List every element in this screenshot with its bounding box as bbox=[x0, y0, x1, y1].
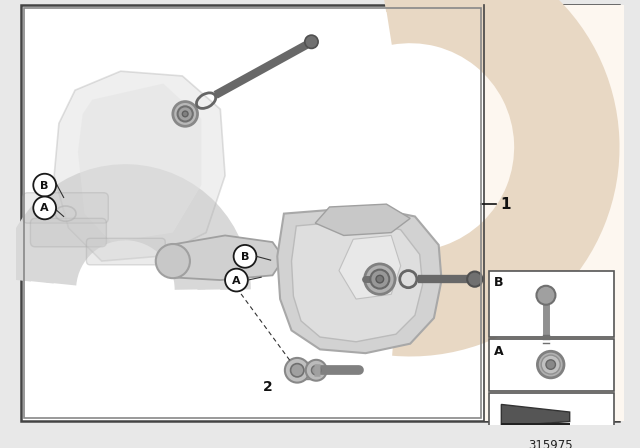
Bar bbox=[489, 393, 614, 433]
Text: B: B bbox=[493, 276, 503, 289]
Ellipse shape bbox=[55, 206, 76, 221]
Circle shape bbox=[312, 366, 321, 375]
Circle shape bbox=[225, 269, 248, 292]
Circle shape bbox=[541, 355, 560, 374]
Circle shape bbox=[376, 276, 383, 283]
Circle shape bbox=[305, 35, 318, 48]
FancyBboxPatch shape bbox=[23, 193, 108, 223]
Polygon shape bbox=[291, 220, 422, 342]
Bar bbox=[489, 339, 614, 391]
Text: B: B bbox=[40, 181, 49, 190]
Text: 315975: 315975 bbox=[529, 439, 573, 448]
Bar bbox=[295, 362, 319, 379]
Circle shape bbox=[291, 364, 304, 377]
Polygon shape bbox=[277, 207, 442, 353]
Polygon shape bbox=[170, 236, 284, 280]
Circle shape bbox=[177, 106, 193, 121]
Bar bbox=[501, 423, 570, 428]
Circle shape bbox=[371, 270, 389, 289]
Bar bbox=[489, 271, 614, 337]
Circle shape bbox=[33, 197, 56, 220]
Polygon shape bbox=[78, 83, 202, 242]
Text: 1: 1 bbox=[500, 197, 511, 211]
Circle shape bbox=[467, 271, 483, 287]
Circle shape bbox=[234, 245, 257, 268]
Circle shape bbox=[285, 358, 310, 383]
Text: A: A bbox=[232, 276, 241, 285]
FancyBboxPatch shape bbox=[86, 238, 165, 265]
Circle shape bbox=[156, 244, 190, 278]
Circle shape bbox=[306, 360, 326, 381]
Bar bbox=[484, 5, 624, 421]
Text: 2: 2 bbox=[263, 380, 273, 394]
Circle shape bbox=[33, 174, 56, 197]
Bar bbox=[24, 8, 481, 418]
Circle shape bbox=[546, 360, 556, 369]
Text: A: A bbox=[40, 203, 49, 213]
Circle shape bbox=[173, 102, 198, 126]
Polygon shape bbox=[316, 204, 410, 236]
Circle shape bbox=[536, 286, 556, 305]
FancyBboxPatch shape bbox=[31, 218, 106, 247]
Polygon shape bbox=[501, 405, 570, 426]
Text: B: B bbox=[241, 252, 249, 262]
Circle shape bbox=[538, 351, 564, 378]
Circle shape bbox=[365, 264, 395, 294]
Polygon shape bbox=[339, 236, 401, 299]
Polygon shape bbox=[54, 71, 225, 261]
Text: A: A bbox=[493, 345, 504, 358]
Circle shape bbox=[182, 111, 188, 117]
